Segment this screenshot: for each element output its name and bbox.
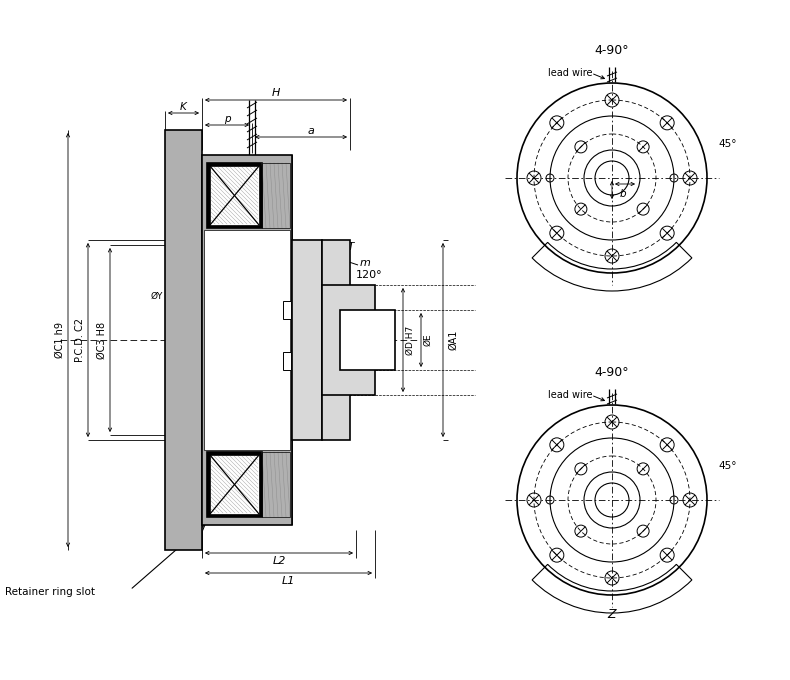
Bar bbox=[202, 155, 292, 525]
Text: L2: L2 bbox=[273, 556, 286, 566]
Bar bbox=[165, 130, 202, 550]
Text: p: p bbox=[224, 114, 231, 124]
Text: 4-90°: 4-90° bbox=[595, 44, 630, 58]
Text: Retainer ring slot: Retainer ring slot bbox=[5, 587, 95, 597]
Text: ØE: ØE bbox=[423, 334, 432, 346]
Text: m: m bbox=[360, 258, 371, 268]
Bar bbox=[283, 301, 291, 319]
Text: lead wire: lead wire bbox=[547, 390, 592, 400]
Text: ØC3 H8: ØC3 H8 bbox=[97, 322, 107, 358]
Bar bbox=[262, 163, 290, 228]
Text: a: a bbox=[307, 126, 314, 136]
Text: 45°: 45° bbox=[718, 461, 737, 471]
Bar bbox=[262, 452, 290, 517]
Bar bbox=[204, 230, 290, 450]
Text: b: b bbox=[620, 189, 626, 199]
Text: 4-90°: 4-90° bbox=[595, 367, 630, 379]
Text: ØY: ØY bbox=[151, 292, 163, 301]
Bar bbox=[322, 240, 350, 440]
Bar bbox=[210, 455, 259, 514]
Bar bbox=[207, 163, 262, 228]
Text: ØA1: ØA1 bbox=[448, 330, 458, 350]
Text: Z: Z bbox=[608, 609, 616, 622]
Text: M: M bbox=[329, 347, 338, 357]
Text: H: H bbox=[272, 88, 280, 98]
Bar bbox=[207, 452, 262, 517]
Bar bbox=[322, 285, 375, 395]
Text: L1: L1 bbox=[282, 576, 295, 586]
Text: 120°: 120° bbox=[356, 270, 382, 280]
Bar bbox=[210, 166, 259, 225]
Text: J: J bbox=[246, 288, 249, 298]
Text: T: T bbox=[348, 243, 355, 252]
Bar bbox=[340, 310, 395, 370]
Text: K: K bbox=[180, 102, 187, 112]
Text: 45°: 45° bbox=[718, 139, 737, 150]
Text: lead wire: lead wire bbox=[547, 68, 592, 78]
Text: P.C.D. C2: P.C.D. C2 bbox=[75, 318, 85, 362]
Text: ØD H7: ØD H7 bbox=[405, 325, 415, 355]
Bar bbox=[283, 352, 291, 370]
Bar bbox=[292, 240, 322, 440]
Text: ØC1 h9: ØC1 h9 bbox=[55, 322, 65, 358]
